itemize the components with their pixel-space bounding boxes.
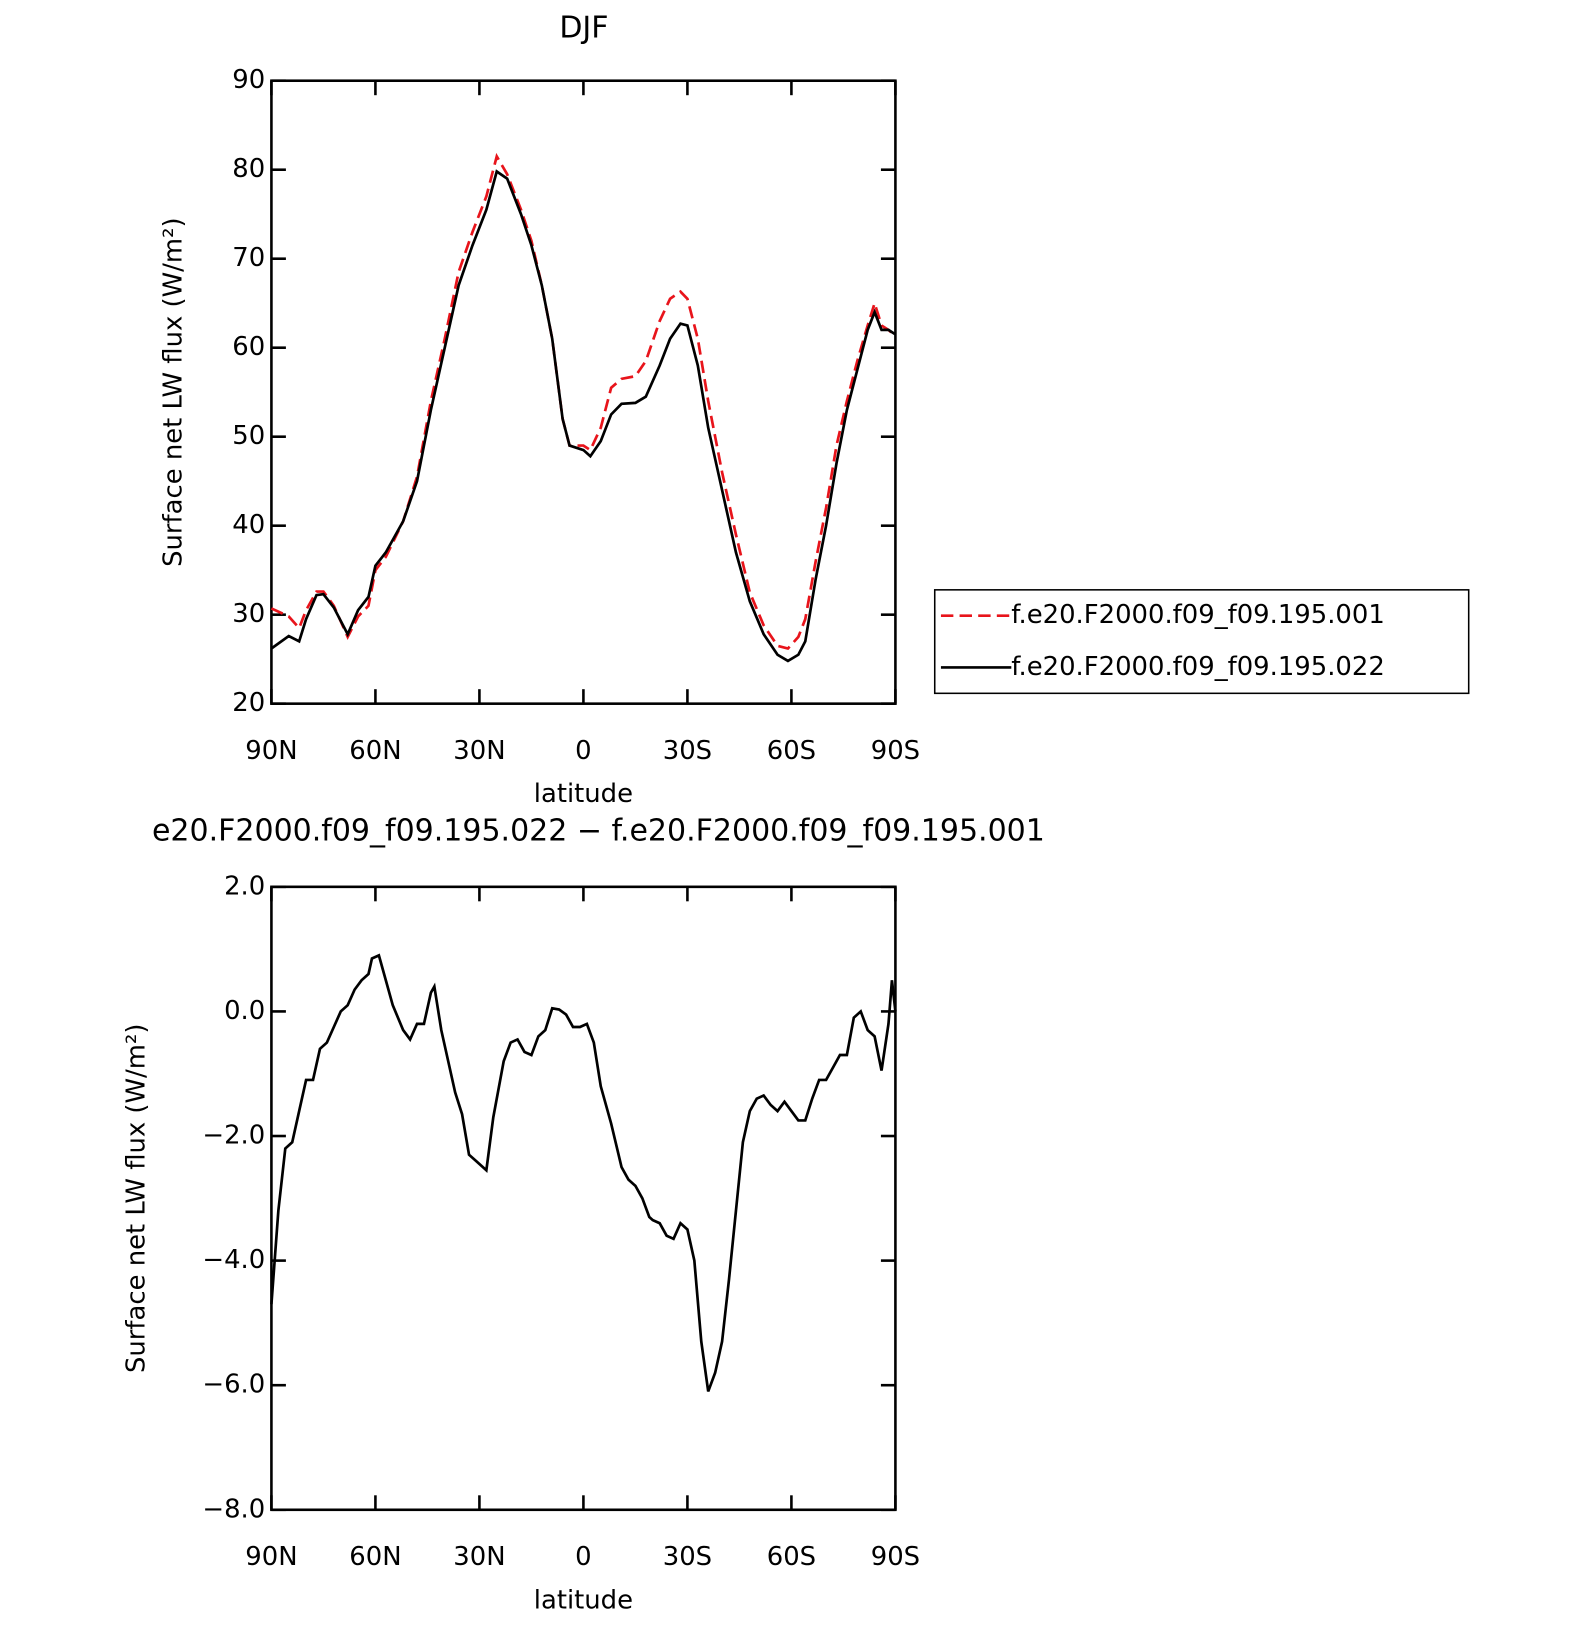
legend-box [933, 589, 1470, 695]
x-tick-label: 30S [663, 736, 712, 766]
x-tick-label: 30N [453, 736, 505, 766]
y-tick-label: 80 [232, 154, 265, 184]
y-axis-label: Surface net LW flux (W/m²) [159, 217, 189, 566]
y-tick-label: 30 [232, 599, 265, 629]
x-tick-label: 30S [663, 1542, 712, 1572]
y-tick-label: 50 [232, 421, 265, 451]
data-line [270, 169, 897, 663]
y-tick-label: −6.0 [202, 1370, 265, 1400]
x-tick-label: 90N [245, 736, 297, 766]
y-tick-label: −4.0 [202, 1245, 265, 1275]
y-tick-label: 90 [232, 65, 265, 95]
legend-label: f.e20.F2000.f09_f09.195.022 [1011, 652, 1384, 682]
x-tick-label: 60S [767, 736, 816, 766]
x-tick-label: 90S [871, 1542, 920, 1572]
plot-frame [270, 79, 897, 705]
x-axis-label: latitude [534, 779, 633, 809]
x-tick-label: 60N [349, 1542, 401, 1572]
x-tick-label: 60N [349, 736, 401, 766]
chart-title: DJF [559, 10, 608, 45]
data-line [270, 152, 897, 651]
y-tick-label: −8.0 [202, 1494, 265, 1524]
y-tick-label: 0.0 [224, 996, 265, 1026]
y-tick-label: 70 [232, 243, 265, 273]
y-axis-label: Surface net LW flux (W/m²) [121, 1024, 151, 1373]
x-axis-label: latitude [534, 1585, 633, 1615]
chart-title: e20.F2000.f09_f09.195.022 − f.e20.F2000.… [152, 813, 1045, 848]
data-line [270, 953, 897, 1392]
plot-frame [270, 885, 897, 1512]
legend-label: f.e20.F2000.f09_f09.195.001 [1011, 600, 1384, 630]
y-tick-label: 20 [232, 688, 265, 718]
x-tick-label: 0 [575, 736, 591, 766]
y-tick-label: 2.0 [224, 871, 265, 901]
x-tick-label: 60S [767, 1542, 816, 1572]
x-tick-label: 90S [871, 736, 920, 766]
x-tick-label: 0 [575, 1542, 591, 1572]
x-tick-label: 30N [453, 1542, 505, 1572]
x-tick-label: 90N [245, 1542, 297, 1572]
y-tick-label: −2.0 [202, 1121, 265, 1151]
y-tick-label: 40 [232, 510, 265, 540]
y-tick-label: 60 [232, 332, 265, 362]
